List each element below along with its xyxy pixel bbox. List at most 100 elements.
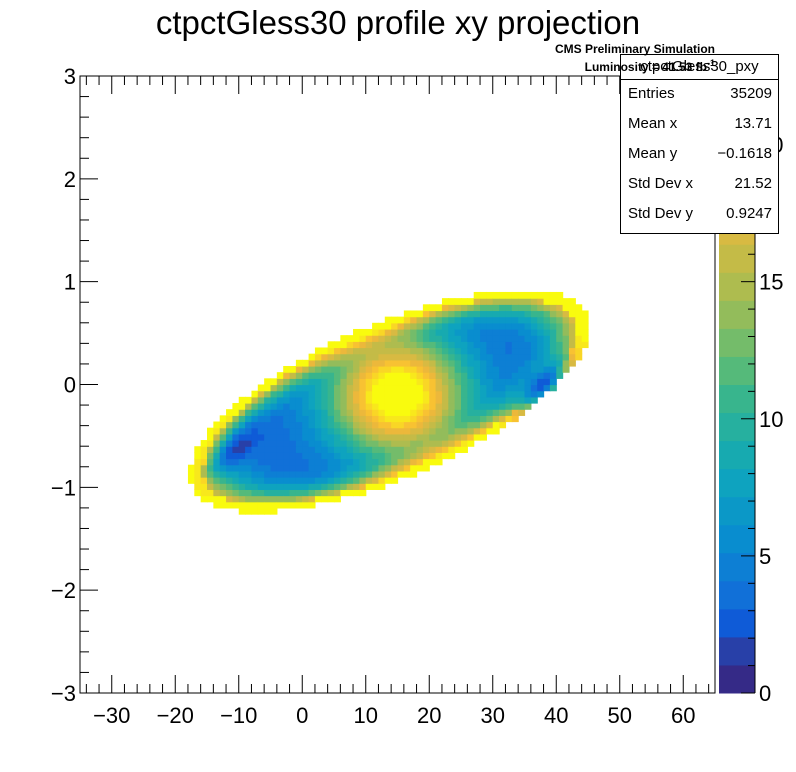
heatmap-cell [505, 390, 513, 398]
heatmap-cell [562, 310, 570, 318]
heatmap-cell [518, 378, 526, 386]
heatmap-cell [492, 403, 500, 410]
heatmap-cell [270, 384, 278, 392]
heatmap-cell [435, 458, 443, 466]
heatmap-cell [537, 384, 545, 392]
heatmap-cell [384, 353, 392, 361]
heatmap-cell [499, 310, 507, 318]
heatmap-cell [200, 489, 208, 497]
heatmap-cell [429, 316, 437, 324]
heatmap-cell [232, 446, 240, 453]
heatmap-cell [441, 378, 449, 386]
heatmap-cell [334, 458, 341, 466]
heatmap-cell [257, 489, 265, 497]
heatmap-cell [200, 495, 208, 503]
color-bar-segment [719, 244, 755, 273]
heatmap-cell [467, 347, 475, 355]
heatmap-cell [429, 378, 437, 386]
heatmap-cell [302, 403, 310, 410]
heatmap-cell [441, 452, 449, 460]
heatmap-cell [232, 440, 240, 447]
heatmap-cell [467, 409, 475, 416]
heatmap-cell [226, 464, 233, 472]
heatmap-cell [295, 501, 303, 509]
heatmap-cell [245, 440, 253, 447]
heatmap-cell [416, 390, 424, 398]
heatmap-cell [308, 415, 316, 423]
heatmap-cell [308, 390, 316, 398]
heatmap-cell [467, 310, 475, 318]
stats-label: Mean x [628, 115, 678, 132]
heatmap-cell [289, 409, 297, 416]
heatmap-cell [372, 378, 380, 386]
heatmap-cell [327, 458, 335, 466]
heatmap-cell [340, 446, 348, 453]
heatmap-cell [295, 427, 303, 435]
heatmap-cell [289, 372, 297, 379]
heatmap-cell [238, 415, 246, 423]
heatmap-cell [289, 433, 297, 441]
heatmap-cell [295, 483, 303, 490]
heatmap-cell [556, 298, 564, 305]
heatmap-cell [365, 390, 373, 398]
heatmap-cell [372, 403, 380, 410]
heatmap-cell [486, 372, 494, 379]
heatmap-cell [518, 347, 526, 355]
heatmap-cell [378, 403, 386, 410]
heatmap-cell [372, 433, 380, 441]
heatmap-cell [270, 483, 278, 490]
heatmap-cell [454, 384, 462, 392]
heatmap-cell [238, 409, 246, 416]
heatmap-cell [391, 390, 399, 398]
heatmap-cell [441, 322, 449, 330]
heatmap-cell [194, 452, 202, 460]
heatmap-cell [251, 495, 259, 503]
heatmap-cell [441, 403, 449, 410]
heatmap-cell [251, 483, 259, 490]
heatmap-cell [264, 421, 272, 429]
heatmap-cell [499, 409, 507, 416]
heatmap-cell [264, 390, 272, 398]
heatmap-cell [372, 341, 380, 349]
heatmap-cell [518, 341, 526, 349]
heatmap-cell [397, 421, 405, 429]
heatmap-cell [530, 298, 538, 305]
heatmap-cell [321, 372, 329, 379]
heatmap-cell [232, 470, 240, 478]
heatmap-cell [492, 322, 500, 330]
heatmap-cell [232, 415, 240, 423]
heatmap-cell [403, 316, 411, 324]
heatmap-cell [384, 384, 392, 392]
heatmap-cell [289, 446, 297, 453]
heatmap-cell [321, 452, 329, 460]
heatmap-cell [302, 384, 310, 392]
heatmap-cell [346, 403, 354, 410]
heatmap-cell [359, 452, 367, 460]
heatmap-cell [372, 335, 380, 342]
heatmap-cell [308, 372, 316, 379]
heatmap-cell [334, 353, 341, 361]
heatmap-cell [238, 427, 246, 435]
heatmap-cell [416, 458, 424, 466]
heatmap-cell [334, 378, 341, 386]
heatmap-cell [378, 483, 386, 490]
heatmap-cell [232, 464, 240, 472]
heatmap-cell [257, 501, 265, 509]
heatmap-cell [397, 464, 405, 472]
heatmap-cell [511, 304, 519, 312]
heatmap-cell [200, 452, 208, 460]
heatmap-cell [270, 403, 278, 410]
heatmap-cell [480, 347, 487, 355]
heatmap-cell [334, 470, 341, 478]
x-tick-label: 50 [608, 703, 632, 728]
heatmap-cell [219, 427, 227, 435]
heatmap-cell [283, 470, 291, 478]
heatmap-cell [486, 365, 494, 373]
heatmap-cell [321, 390, 329, 398]
heatmap-cell [511, 353, 519, 361]
heatmap-cell [492, 365, 500, 373]
heatmap-cell [581, 316, 589, 324]
heatmap-cell [276, 501, 284, 509]
heatmap-cell [276, 483, 284, 490]
